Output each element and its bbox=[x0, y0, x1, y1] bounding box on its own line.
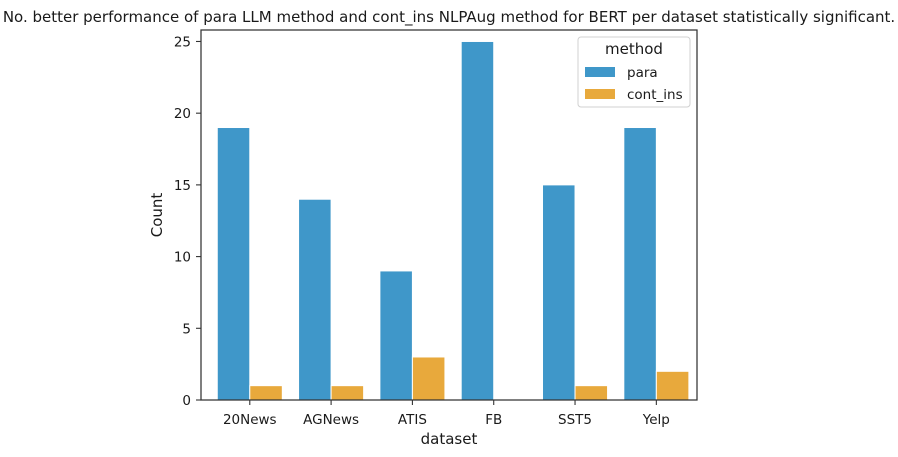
bar-cont-ins-yelp bbox=[655, 370, 690, 401]
legend-swatch-para bbox=[585, 67, 615, 77]
y-tick-label: 10 bbox=[174, 250, 191, 266]
plot-frame bbox=[200, 29, 698, 401]
bar-para-yelp bbox=[623, 127, 657, 401]
legend-swatch-cont-ins bbox=[585, 89, 615, 99]
y-tick-label: 20 bbox=[174, 106, 191, 122]
bar-cont-ins-atis bbox=[411, 356, 446, 401]
y-tick-label: 25 bbox=[174, 34, 191, 50]
x-tick-label: ATIS bbox=[398, 412, 427, 428]
bar-para-20news bbox=[216, 127, 251, 401]
x-tick-label: SST5 bbox=[558, 412, 592, 428]
bar-para-sst5 bbox=[542, 184, 576, 401]
bar-para-agnews bbox=[298, 198, 332, 401]
bar-cont-ins-sst5 bbox=[574, 385, 609, 401]
x-axis-label: dataset bbox=[421, 430, 478, 448]
y-tick-label: 5 bbox=[182, 321, 191, 337]
bar-cont-ins-agnews bbox=[330, 385, 365, 401]
y-tick-label: 0 bbox=[182, 393, 191, 409]
x-tick-label: AGNews bbox=[303, 412, 359, 428]
ticks-group: 20News AGNews ATIS FB SST5 Yelp 0 5 10 15 20 25 bbox=[174, 34, 670, 428]
chart-title: No. better performance of para LLM metho… bbox=[3, 8, 895, 27]
y-tick-label: 15 bbox=[174, 178, 191, 194]
x-tick-label: Yelp bbox=[642, 412, 670, 428]
bars-group bbox=[216, 40, 690, 401]
bar-cont-ins-20news bbox=[249, 385, 283, 401]
x-tick-label: 20News bbox=[223, 412, 277, 428]
legend-label-cont-ins: cont_ins bbox=[627, 87, 683, 103]
legend: method para cont_ins bbox=[577, 36, 691, 108]
y-axis-label: Count bbox=[148, 193, 166, 238]
x-tick-label: FB bbox=[485, 412, 502, 428]
bar-para-fb bbox=[460, 40, 495, 401]
legend-title: method bbox=[605, 40, 663, 58]
legend-label-para: para bbox=[627, 65, 658, 81]
bar-para-atis bbox=[379, 270, 413, 401]
